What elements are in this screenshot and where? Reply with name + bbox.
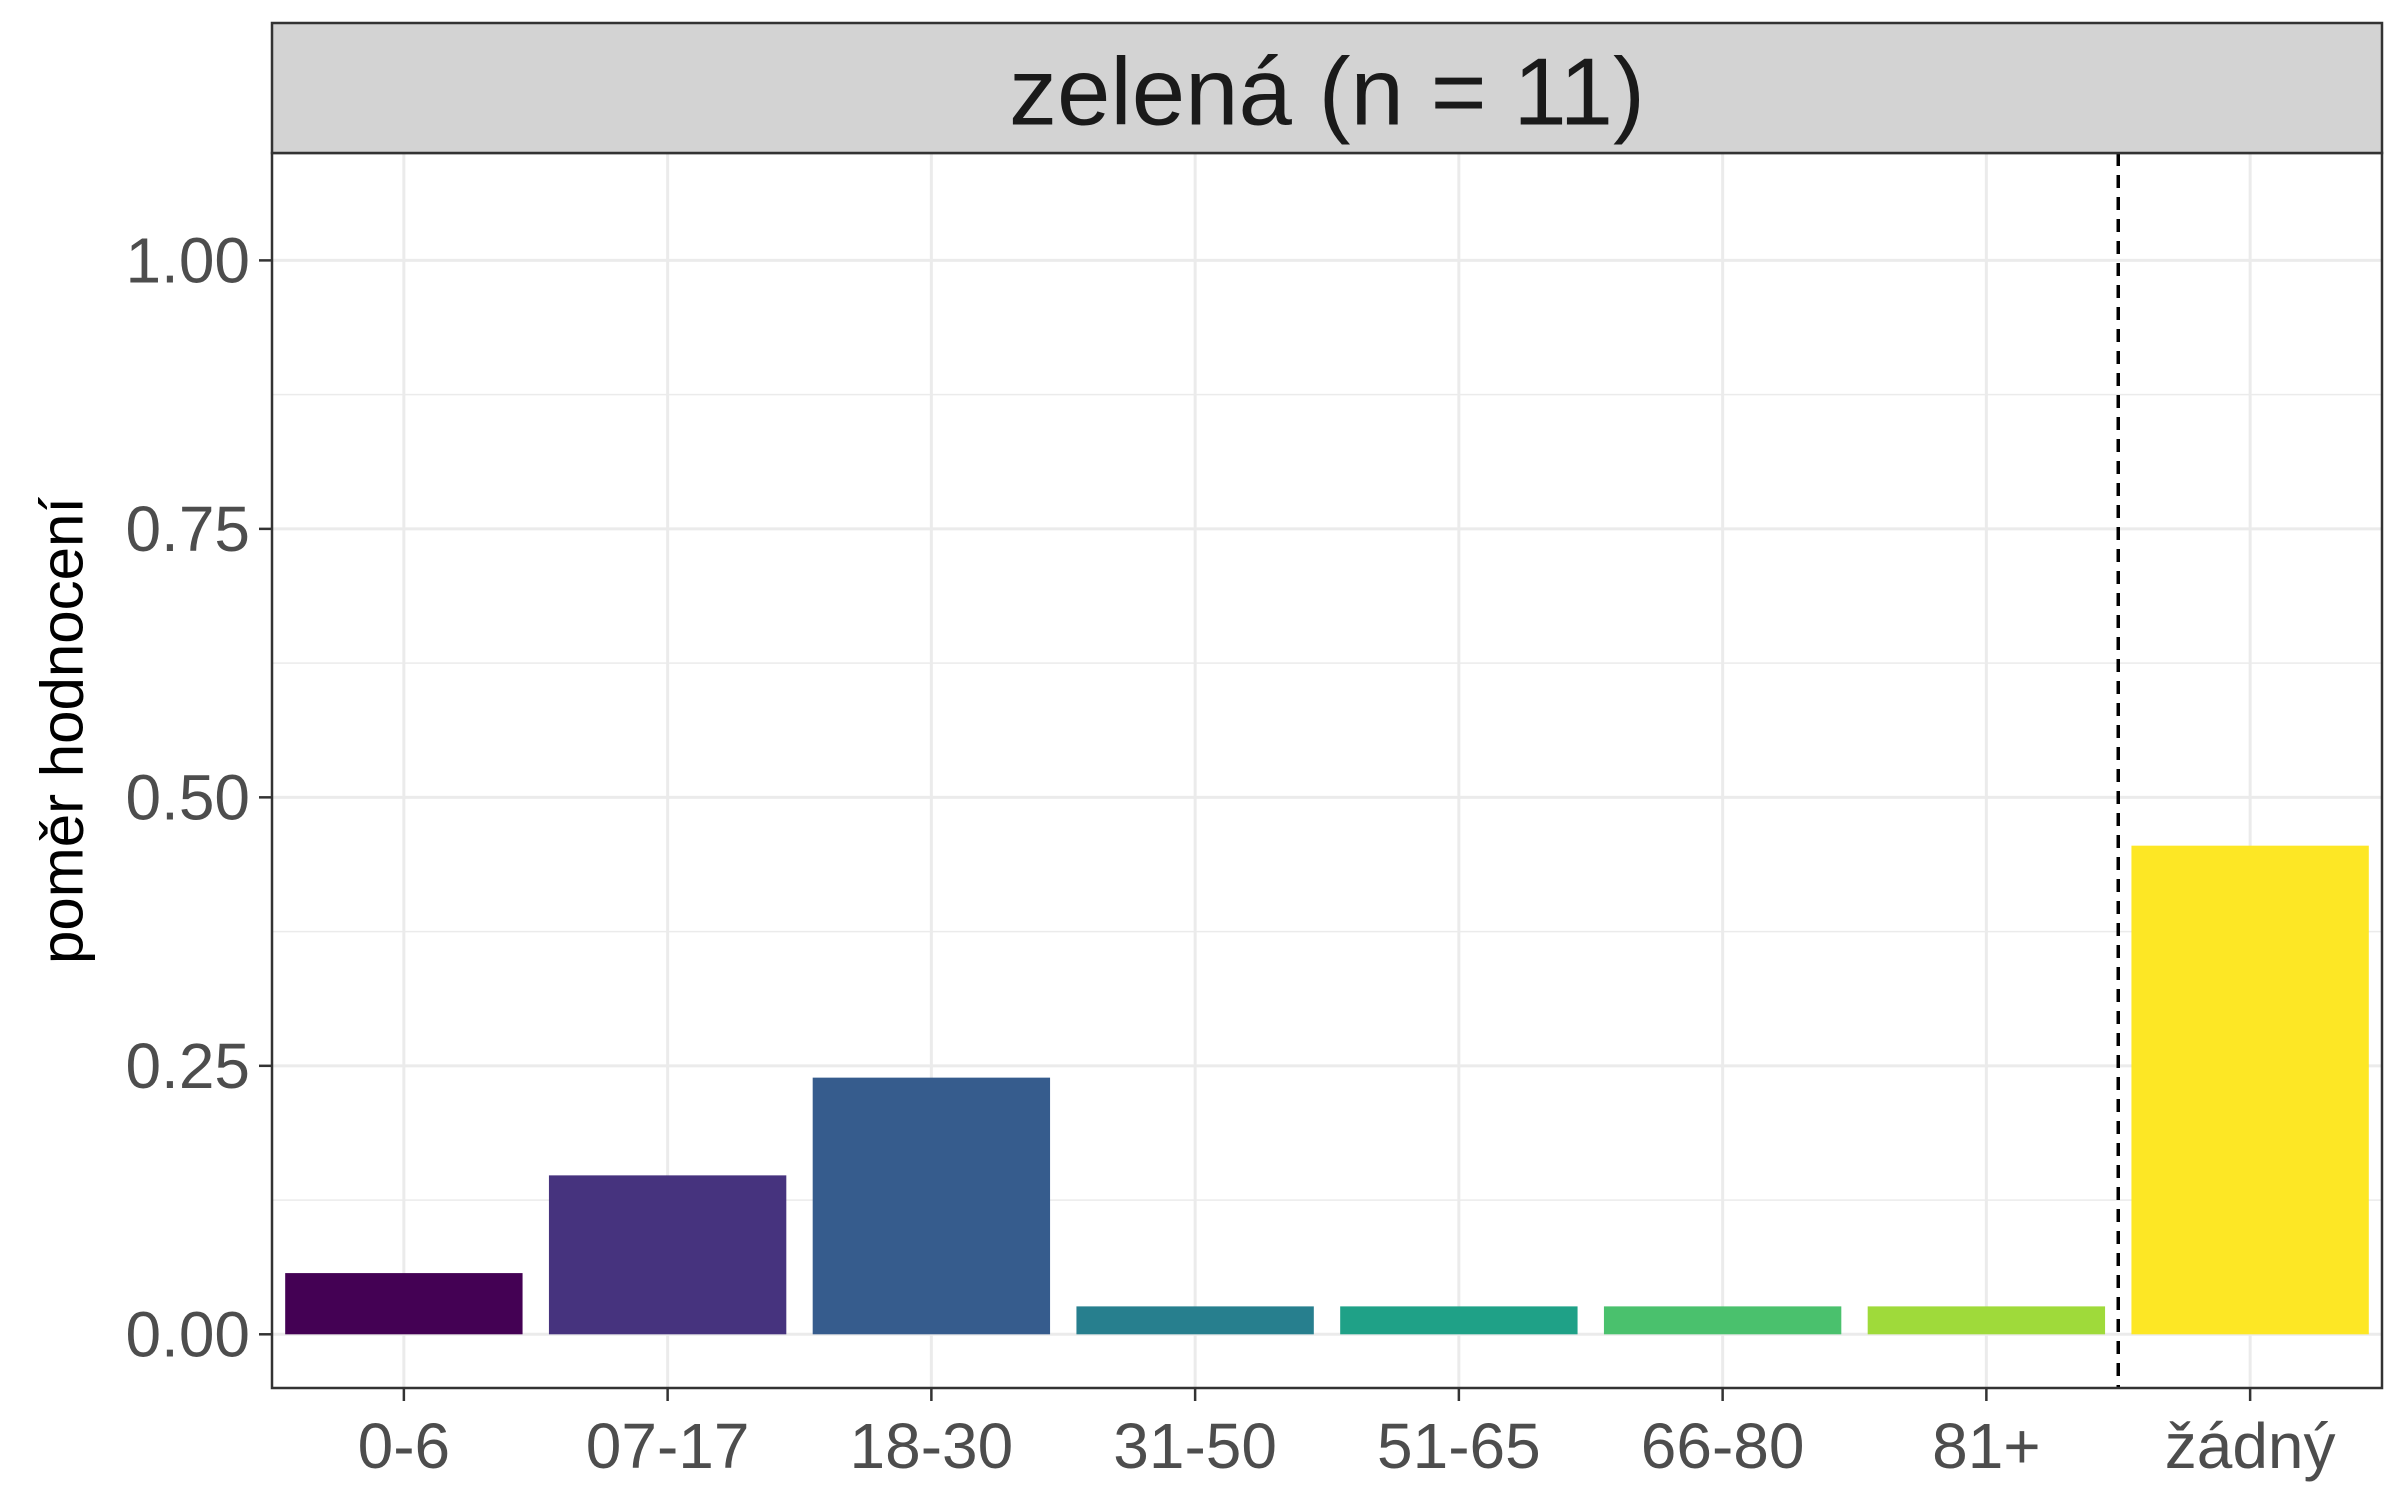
y-tick-label: 0.50 [125,761,250,833]
x-tick-label: 31-50 [1113,1410,1277,1482]
y-axis-title: poměr hodnocení [29,497,96,964]
bar-31-50 [1076,1306,1314,1335]
y-axis-ticks: 0.00 0.25 0.50 0.75 1.00 [125,224,272,1370]
bar-18-30 [812,1077,1051,1335]
y-tick-label: 0.00 [125,1298,250,1370]
facet-strip [270,21,2384,155]
bar-0-6 [285,1273,523,1335]
x-tick-label: 51-65 [1377,1410,1541,1482]
x-tick-label: 66-80 [1641,1410,1805,1482]
bar-07-17 [548,1175,787,1335]
x-tick-label: 81+ [1932,1410,2041,1482]
bar-66-80 [1603,1306,1842,1335]
bar-žádný [2131,845,2369,1335]
x-axis-ticks: 0-6 07-17 18-30 31-50 51-65 66-80 81+ žádný [358,1388,2336,1482]
bar-81+ [1867,1306,2106,1335]
y-tick-label: 1.00 [125,224,250,296]
x-tick-label: 18-30 [850,1410,1014,1482]
y-tick-label: 0.25 [125,1030,250,1102]
x-tick-label: 0-6 [358,1410,451,1482]
bars [285,845,2369,1335]
x-tick-label: žádný [2165,1410,2336,1482]
chart-title: zelená (n = 11) [1009,39,1645,146]
bar-51-65 [1340,1306,1578,1335]
y-tick-label: 0.75 [125,493,250,565]
x-tick-label: 07-17 [586,1410,750,1482]
